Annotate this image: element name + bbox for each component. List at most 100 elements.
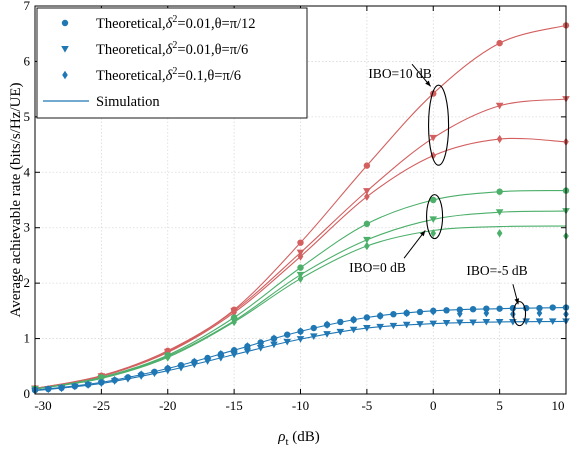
data-point-triangle bbox=[270, 341, 278, 349]
data-point-circle bbox=[297, 239, 304, 246]
x-axis-label-unit: (dB) bbox=[289, 429, 320, 445]
data-point-circle bbox=[496, 188, 503, 195]
data-point-circle bbox=[483, 305, 490, 312]
data-point-diamond bbox=[164, 364, 171, 373]
legend-marker-circle bbox=[61, 19, 69, 27]
data-point-triangle bbox=[71, 383, 79, 391]
legend-marker-triangle-down bbox=[61, 46, 69, 53]
data-point-triangle bbox=[256, 344, 265, 352]
data-point-circle bbox=[416, 308, 424, 316]
legend-entry-part: δ bbox=[166, 68, 173, 84]
legend-entry-part: =0.01,θ=π/6 bbox=[177, 42, 248, 58]
data-point-triangle bbox=[416, 321, 424, 328]
data-point-triangle bbox=[150, 370, 159, 378]
y-tick-label: 1 bbox=[24, 331, 31, 346]
data-point-triangle bbox=[429, 320, 438, 328]
annotation-arrowhead bbox=[514, 298, 520, 305]
data-point-diamond bbox=[536, 308, 543, 318]
legend-entry-part: δ bbox=[166, 42, 173, 58]
data-point-diamond bbox=[218, 349, 224, 359]
data-point-circle bbox=[549, 304, 556, 311]
legend-entry-part: δ bbox=[166, 16, 173, 32]
data-point-diamond bbox=[191, 357, 198, 367]
legend-entry-part: 2 bbox=[172, 40, 177, 51]
data-point-diamond bbox=[377, 311, 383, 321]
legend-marker-diamond bbox=[62, 70, 68, 80]
data-point-triangle bbox=[283, 338, 292, 346]
data-point-diamond bbox=[496, 134, 503, 144]
data-point-triangle bbox=[495, 209, 504, 216]
data-point-triangle bbox=[495, 102, 504, 110]
legend: Theoretical,δ2=0.01,θ=π/12Theoretical,δ2… bbox=[36, 7, 308, 119]
data-point-diamond bbox=[483, 308, 490, 318]
y-tick-label: 2 bbox=[24, 275, 31, 290]
data-point-diamond bbox=[510, 309, 516, 319]
legend-entry: Simulation bbox=[96, 94, 160, 110]
annotation-ellipse bbox=[426, 194, 444, 240]
data-point-triangle bbox=[429, 216, 438, 223]
x-tick-label: -15 bbox=[225, 398, 242, 413]
y-tick-label: 6 bbox=[24, 53, 31, 68]
data-point-triangle bbox=[363, 188, 371, 195]
data-point-diamond bbox=[457, 309, 463, 318]
data-point-diamond bbox=[231, 317, 237, 327]
data-point-diamond bbox=[244, 342, 251, 351]
annotation-ellipse bbox=[512, 301, 527, 327]
data-point-triangle bbox=[203, 358, 212, 365]
axes: -30 -25 -20 -15 -10 -5 0 5 10 0 1 2 3 4 5 6 7 bbox=[24, 0, 567, 413]
legend-entry-part: 2 bbox=[172, 14, 177, 25]
annotations: IBO=10 dB IBO=0 dB IBO=-5 dB bbox=[349, 63, 528, 327]
y-tick-label: 0 bbox=[24, 386, 31, 401]
data-point-circle bbox=[430, 196, 437, 204]
x-tick-label: -30 bbox=[34, 398, 51, 413]
legend-entry: Theoretical,δ2=0.1,θ=π/6 bbox=[96, 66, 241, 84]
data-point-circle bbox=[496, 39, 503, 47]
data-point-diamond bbox=[85, 380, 91, 389]
data-point-diamond bbox=[111, 375, 118, 385]
data-point-triangle bbox=[535, 318, 544, 325]
data-point-triangle bbox=[469, 319, 477, 327]
data-point-diamond bbox=[58, 383, 65, 393]
data-point-circle bbox=[310, 324, 317, 332]
x-tick-label: 5 bbox=[496, 398, 503, 413]
annotation-arrow bbox=[403, 230, 426, 259]
data-point-triangle bbox=[349, 326, 358, 334]
x-tick-label: -5 bbox=[361, 398, 372, 413]
data-point-diamond bbox=[138, 370, 144, 379]
data-point-circle bbox=[496, 305, 503, 312]
data-point-triangle bbox=[296, 336, 305, 343]
data-point-circle bbox=[443, 307, 450, 314]
data-point-triangle bbox=[363, 325, 371, 332]
data-point-diamond bbox=[297, 327, 304, 336]
data-point-triangle bbox=[97, 380, 106, 388]
data-markers bbox=[31, 22, 570, 395]
legend-entry-part: Theoretical, bbox=[96, 42, 166, 58]
legend-entry-part: 2 bbox=[172, 66, 177, 77]
data-point-diamond bbox=[271, 334, 277, 343]
x-axis-label-sub: t bbox=[285, 436, 288, 448]
x-tick-label: -20 bbox=[159, 398, 176, 413]
annotation-label: IBO=0 dB bbox=[349, 260, 406, 275]
data-point-diamond bbox=[364, 241, 370, 251]
x-tick-label: 0 bbox=[430, 398, 437, 413]
y-axis-label: Average achievable rate (bits/s/Hz/UE) bbox=[8, 82, 24, 317]
data-point-triangle bbox=[323, 331, 331, 338]
data-point-diamond bbox=[430, 307, 437, 316]
legend-entry: Theoretical,δ2=0.01,θ=π/12 bbox=[96, 14, 256, 32]
data-point-triangle bbox=[495, 318, 504, 326]
data-point-triangle bbox=[177, 364, 185, 372]
data-point-triangle bbox=[363, 236, 371, 244]
data-point-circle bbox=[257, 339, 264, 346]
data-point-triangle bbox=[456, 319, 464, 327]
data-point-diamond bbox=[324, 320, 330, 329]
y-tick-label: 5 bbox=[24, 109, 31, 124]
data-point-diamond bbox=[403, 308, 410, 318]
data-point-diamond bbox=[297, 274, 304, 283]
data-point-diamond bbox=[297, 252, 304, 261]
legend-entry-part: Theoretical, bbox=[96, 16, 166, 32]
legend-entry-part: Simulation bbox=[96, 94, 160, 110]
y-tick-label: 4 bbox=[24, 164, 31, 179]
data-point-diamond bbox=[164, 353, 171, 362]
